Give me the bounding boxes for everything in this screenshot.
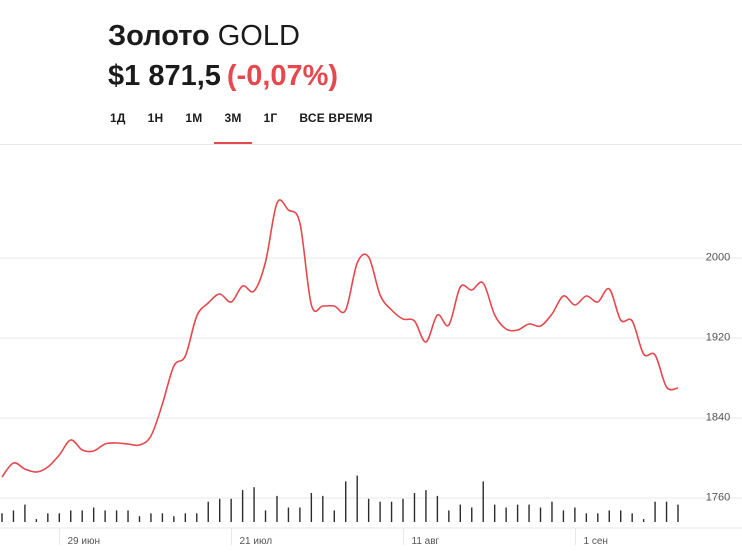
y-tick-label: 2000 [706, 251, 730, 263]
y-tick-label: 1760 [706, 491, 730, 503]
x-tick-label: 29 июн [68, 536, 101, 547]
y-tick-label: 1840 [706, 411, 730, 423]
x-tick-label: 21 июл [240, 536, 273, 547]
x-tick-label: 11 авг [412, 536, 440, 547]
y-tick-label: 1920 [706, 331, 730, 343]
x-tick-label: 1 сен [584, 536, 608, 547]
